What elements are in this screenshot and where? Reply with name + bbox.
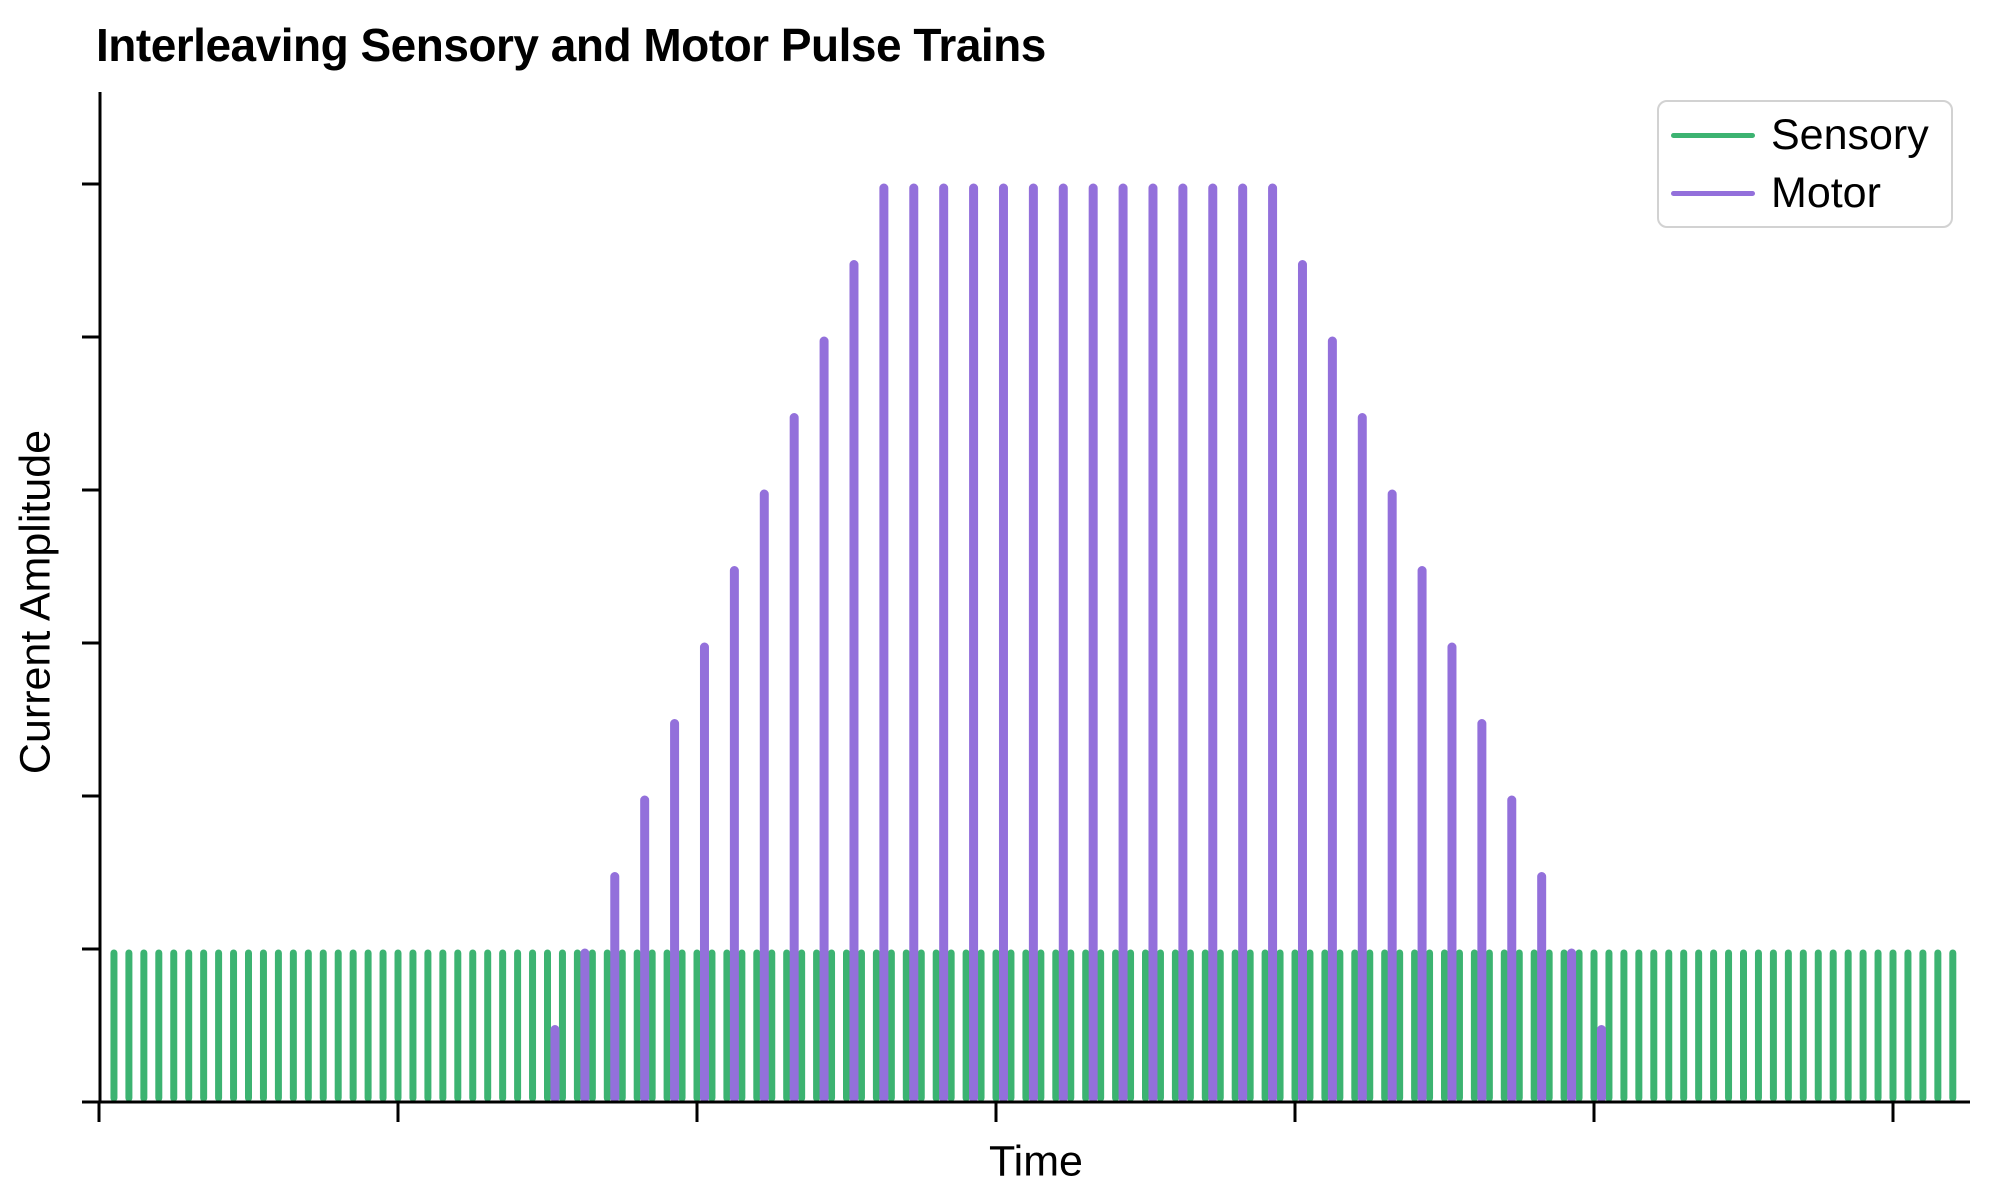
legend-label-motor: Motor [1771, 168, 1881, 217]
sensory-line-swatch [1671, 132, 1755, 138]
legend-label-sensory: Sensory [1771, 110, 1929, 159]
legend: Sensory Motor [1657, 100, 1953, 228]
x-axis-label: Time [989, 1137, 1083, 1186]
motor-line-swatch [1671, 190, 1755, 196]
legend-item-motor: Motor [1671, 167, 1951, 219]
chart-title: Interleaving Sensory and Motor Pulse Tra… [96, 19, 1046, 71]
y-axis-label: Current Amplitude [11, 429, 60, 775]
legend-item-sensory: Sensory [1671, 109, 1951, 161]
